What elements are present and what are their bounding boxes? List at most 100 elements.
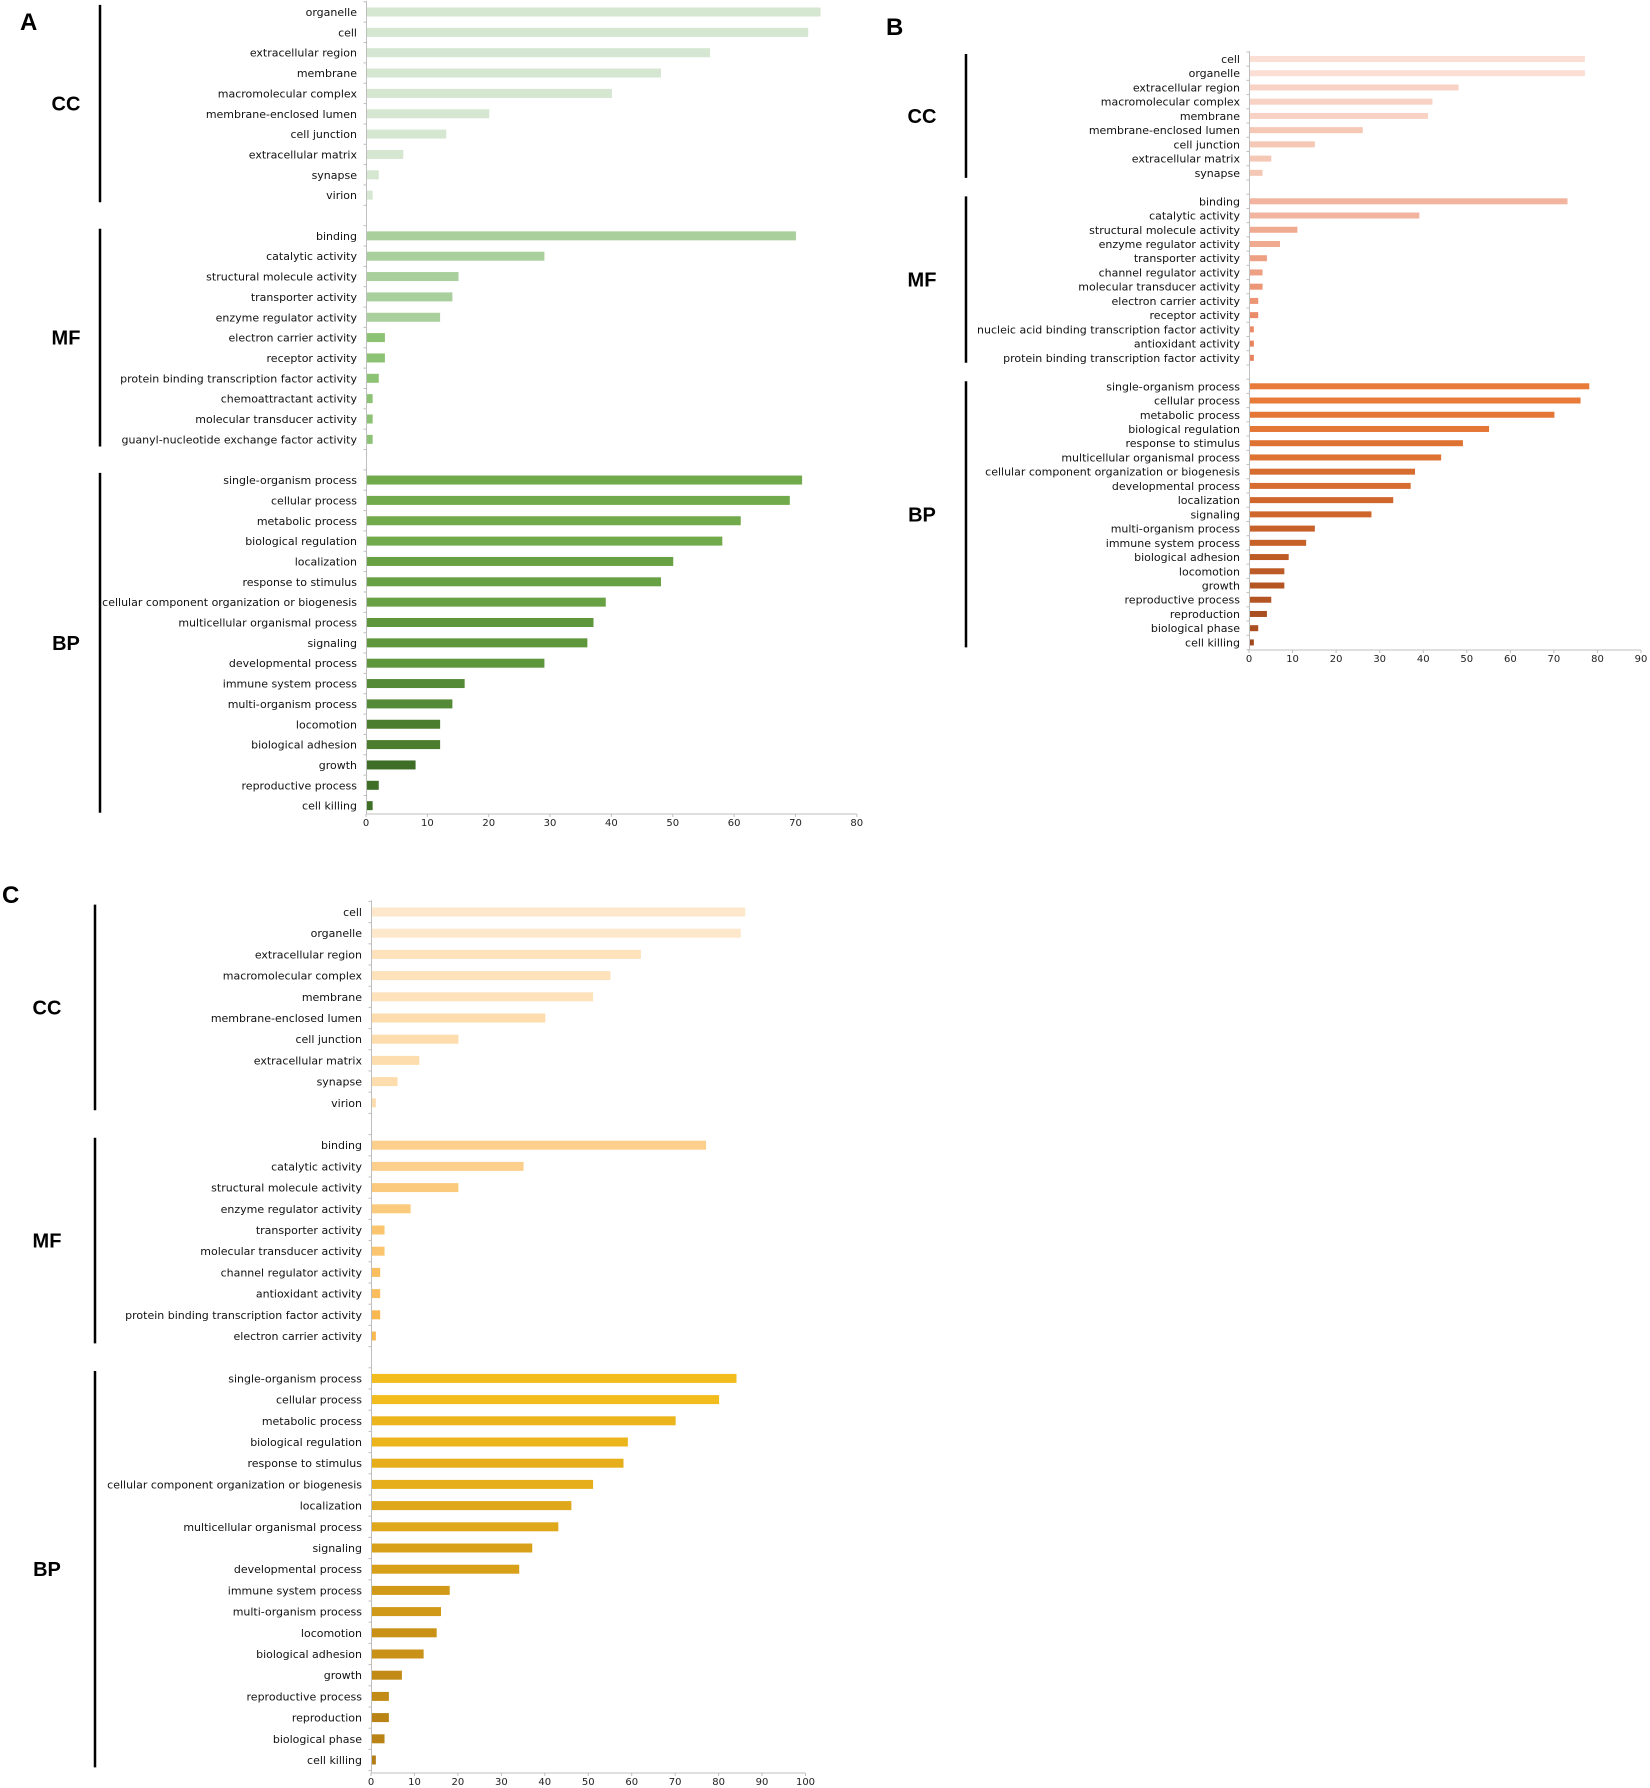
bar-mf-catalytic-activity <box>366 251 545 261</box>
category-label: signaling <box>312 1542 362 1555</box>
bar-mf-antioxidant-activity <box>1249 340 1254 347</box>
bar-bp-cellular-process <box>366 495 790 505</box>
category-label: reproduction <box>292 1712 362 1725</box>
bar-mf-protein-binding-transcription-factor-activity <box>366 373 379 383</box>
bar-cc-cell <box>371 907 746 917</box>
category-label: membrane <box>302 991 362 1004</box>
bar-mf-structural-molecule-activity <box>1249 226 1298 233</box>
category-label: multicellular organismal process <box>178 617 357 630</box>
bar-bp-biological-adhesion <box>1249 554 1289 561</box>
bar-cc-virion <box>366 190 373 200</box>
bar-cc-membrane-enclosed-lumen <box>1249 127 1363 134</box>
bar-bp-localization <box>1249 497 1394 504</box>
bar-cc-organelle <box>366 7 821 17</box>
category-label: macromolecular complex <box>218 87 358 100</box>
category-label: protein binding transcription factor act… <box>125 1309 362 1322</box>
bar-cc-cell <box>366 27 809 37</box>
bar-bp-response-to-stimulus <box>1249 440 1463 447</box>
bar-bp-developmental-process <box>366 658 545 668</box>
bar-bp-localization <box>366 556 674 566</box>
category-label: cell junction <box>295 1033 362 1046</box>
bar-mf-chemoattractant-activity <box>366 394 373 404</box>
category-label: catalytic activity <box>271 1160 362 1173</box>
bar-mf-guanyl-nucleotide-exchange-factor-activity <box>366 434 373 444</box>
bar-mf-protein-binding-transcription-factor-activity <box>1249 354 1254 361</box>
bar-bp-reproduction <box>1249 610 1267 617</box>
category-label: multicellular organismal process <box>183 1521 362 1534</box>
category-label: developmental process <box>1112 480 1240 493</box>
bar-bp-multicellular-organismal-process <box>1249 454 1442 461</box>
category-label: biological regulation <box>250 1436 362 1449</box>
x-tick-label: 0 <box>1246 654 1252 665</box>
bar-cc-synapse <box>366 170 379 180</box>
category-label: extracellular matrix <box>1132 153 1241 166</box>
category-label: channel regulator activity <box>1099 266 1241 279</box>
category-label: extracellular region <box>255 948 362 961</box>
bar-cc-macromolecular-complex <box>366 88 612 98</box>
category-label: catalytic activity <box>1149 210 1240 223</box>
x-tick-label: 40 <box>605 818 618 829</box>
x-tick-label: 20 <box>452 1777 465 1788</box>
category-label: extracellular matrix <box>249 148 358 161</box>
category-label: cellular component organization or bioge… <box>102 596 357 609</box>
bar-mf-enzyme-regulator-activity <box>366 312 441 322</box>
bar-bp-cellular-process <box>371 1395 720 1405</box>
category-label: molecular transducer activity <box>200 1245 362 1258</box>
category-label: extracellular region <box>1133 81 1240 94</box>
category-label: cellular process <box>271 494 357 507</box>
bar-bp-cellular-component-organization-or-biogenesis <box>371 1479 594 1489</box>
bar-bp-signaling <box>1249 511 1372 518</box>
category-label: immune system process <box>228 1584 362 1597</box>
bar-cc-macromolecular-complex <box>371 971 611 981</box>
x-tick-label: 100 <box>796 1777 815 1788</box>
category-label: molecular transducer activity <box>195 413 357 426</box>
bar-bp-reproductive-process <box>371 1691 389 1701</box>
bar-mf-enzyme-regulator-activity <box>371 1204 411 1214</box>
bar-cc-synapse <box>371 1077 398 1087</box>
category-label: receptor activity <box>267 352 358 365</box>
bar-cc-membrane <box>1249 112 1429 119</box>
category-label: single-organism process <box>1106 380 1240 393</box>
bar-mf-enzyme-regulator-activity <box>1249 240 1280 247</box>
x-tick-label: 30 <box>544 818 557 829</box>
category-label: synapse <box>1195 167 1241 180</box>
category-label: electron carrier activity <box>229 332 358 345</box>
category-label: membrane-enclosed lumen <box>206 108 357 121</box>
bar-mf-molecular-transducer-activity <box>371 1246 385 1256</box>
category-label: metabolic process <box>1140 409 1240 422</box>
bar-cc-extracellular-region <box>1249 84 1459 91</box>
x-tick-label: 90 <box>1635 654 1648 665</box>
bar-bp-cellular-component-organization-or-biogenesis <box>366 597 606 607</box>
category-label: extracellular matrix <box>254 1054 363 1067</box>
x-tick-label: 30 <box>495 1777 508 1788</box>
category-label: organelle <box>306 6 358 19</box>
category-label: reproductive process <box>1125 594 1241 607</box>
group-label-mf: MF <box>33 1231 62 1253</box>
x-tick-label: 10 <box>408 1777 421 1788</box>
group-label-bp: BP <box>33 1559 61 1581</box>
bar-bp-locomotion <box>1249 568 1285 575</box>
category-label: protein binding transcription factor act… <box>120 372 357 385</box>
x-tick-label: 70 <box>1548 654 1561 665</box>
category-label: reproductive process <box>242 779 358 792</box>
x-tick-label: 0 <box>368 1777 374 1788</box>
x-tick-label: 50 <box>666 818 679 829</box>
bar-mf-catalytic-activity <box>371 1161 524 1171</box>
group-label-mf: MF <box>52 328 81 350</box>
bar-bp-cellular-component-organization-or-biogenesis <box>1249 468 1416 475</box>
category-label: binding <box>1199 195 1240 208</box>
bar-mf-transporter-activity <box>371 1225 385 1235</box>
panel-letter: C <box>2 882 19 909</box>
x-tick-label: 40 <box>1417 654 1430 665</box>
category-label: cell killing <box>302 800 357 813</box>
x-tick-label: 90 <box>756 1777 769 1788</box>
group-label-bp: BP <box>52 633 80 655</box>
category-label: cell <box>1221 53 1240 66</box>
category-label: multi-organism process <box>1111 523 1241 536</box>
category-label: cellular process <box>1154 395 1240 408</box>
bar-bp-biological-regulation <box>366 536 723 546</box>
bar-bp-metabolic-process <box>366 516 741 526</box>
category-label: biological regulation <box>245 535 357 548</box>
